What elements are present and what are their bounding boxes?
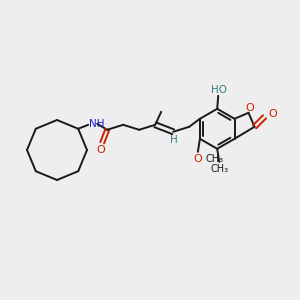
Text: O: O [194, 154, 202, 164]
Text: NH: NH [89, 119, 105, 129]
Text: HO: HO [211, 85, 227, 95]
Text: CH₃: CH₃ [210, 164, 228, 174]
Text: CH₃: CH₃ [206, 154, 224, 164]
Text: O: O [268, 109, 277, 119]
Text: H: H [170, 135, 178, 145]
Text: O: O [97, 145, 106, 155]
Text: O: O [245, 103, 254, 113]
